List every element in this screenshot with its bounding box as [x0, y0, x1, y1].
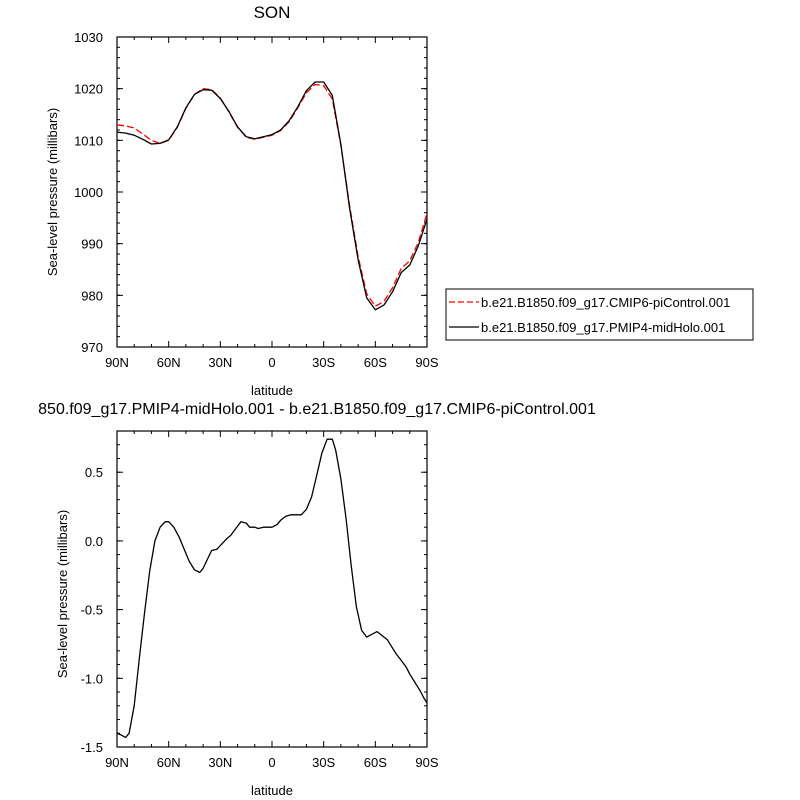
x-tick-label: 30N — [208, 755, 232, 770]
chart-title: SON — [254, 3, 291, 22]
x-tick-label: 30N — [208, 355, 232, 370]
y-tick-label: 970 — [81, 340, 103, 355]
y-tick-label: 1020 — [74, 82, 103, 97]
x-tick-label: 60S — [364, 755, 387, 770]
y-tick-label: -1.5 — [81, 740, 103, 755]
y-tick-label: 980 — [81, 288, 103, 303]
x-tick-label: 90S — [415, 755, 438, 770]
y-tick-label: -0.5 — [81, 603, 103, 618]
x-tick-label: 90N — [105, 755, 129, 770]
x-tick-label: 60N — [157, 355, 181, 370]
legend: b.e21.B1850.f09_g17.CMIP6-piControl.001 … — [445, 288, 754, 341]
x-tick-label: 30S — [312, 755, 335, 770]
legend-box — [445, 288, 754, 341]
x-tick-label: 90S — [415, 355, 438, 370]
x-tick-label: 90N — [105, 355, 129, 370]
y-tick-label: 990 — [81, 237, 103, 252]
x-axis-label: latitude — [251, 783, 293, 798]
series-line-0 — [116, 438, 428, 739]
x-tick-label: 30S — [312, 355, 335, 370]
y-axis-label: Sea-level pressure (millibars) — [55, 510, 70, 678]
series-line-0 — [116, 83, 428, 307]
y-axis-label: Sea-level pressure (millibars) — [45, 108, 60, 276]
x-axis-label: latitude — [251, 383, 293, 398]
series-line-1 — [116, 81, 428, 311]
y-tick-label: 1000 — [74, 185, 103, 200]
chart-title: 850.f09_g17.PMIP4-midHolo.001 - b.e21.B1… — [38, 401, 596, 418]
y-tick-label: 1030 — [74, 30, 103, 45]
y-tick-label: 0.5 — [85, 465, 103, 480]
y-tick-label: 1010 — [74, 133, 103, 148]
chart-axes: 90N 60N 30N 0 30S 60S 90S 970 980 990 1000 1010 1020… — [74, 30, 439, 370]
y-tick-label: -1.0 — [81, 671, 103, 686]
series-lines — [116, 81, 428, 311]
sea-level-pressure-difference-chart: 850.f09_g17.PMIP4-midHolo.001 - b.e21.B1… — [38, 401, 596, 798]
x-tick-label: 0 — [268, 755, 275, 770]
legend-label-midholo: b.e21.B1850.f09_g17.PMIP4-midHolo.001 — [481, 320, 725, 335]
x-tick-label: 60N — [157, 755, 181, 770]
y-tick-label: 0.0 — [85, 534, 103, 549]
plot-frame — [116, 36, 428, 348]
x-tick-label: 60S — [364, 355, 387, 370]
plot-frame — [116, 430, 428, 748]
x-tick-label: 0 — [268, 355, 275, 370]
sea-level-pressure-chart: SON 90N 60N 30N 0 30S 60S 90S 970 980 990 1000 1010… — [45, 3, 754, 398]
chart-axes: 90N 60N 30N 0 30S 60S 90S -1.5 -1.0 -0.5 0.0 0.5 — [81, 430, 439, 770]
legend-label-picontrol: b.e21.B1850.f09_g17.CMIP6-piControl.001 — [481, 295, 730, 310]
series-lines — [116, 438, 428, 739]
